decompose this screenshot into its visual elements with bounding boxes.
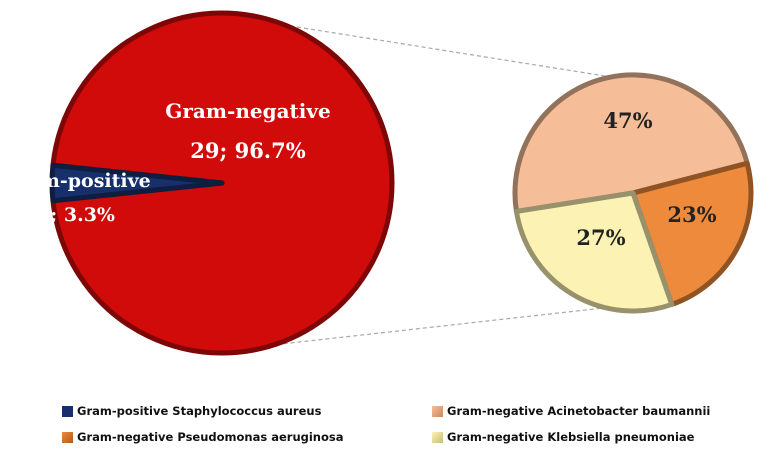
sub-pie — [512, 72, 754, 314]
legend-swatch — [432, 431, 443, 443]
main-pie — [49, 10, 395, 356]
label-gram-negative: Gram-negative — [165, 99, 330, 123]
legend-item-acinetobacter: Gram-negative Acinetobacter baumannii — [432, 404, 710, 418]
legend-label: Gram-negative Pseudomonas aeruginosa — [77, 430, 344, 444]
label-gram-positive: Gram-positive — [1, 170, 151, 192]
value-gram-negative: 29; 96.7% — [190, 138, 305, 163]
value-acinetobacter: 47% — [603, 108, 652, 133]
legend-item-klebsiella: Gram-negative Klebsiella pneumoniae — [432, 430, 694, 444]
legend-swatch — [62, 405, 73, 417]
sub-pie-slice-2 — [513, 190, 675, 314]
value-gram-positive: 1; 3.3% — [37, 204, 115, 226]
value-pseudomonas: 23% — [667, 202, 716, 227]
connector-line-top — [227, 15, 631, 81]
legend-swatch — [432, 405, 443, 417]
legend-label: Gram-negative Klebsiella pneumoniae — [447, 430, 695, 444]
legend-label: Gram-negative Acinetobacter baumannii — [447, 404, 711, 418]
main-pie-slice-1 — [49, 162, 225, 204]
connector-line-bottom — [227, 304, 631, 351]
legend: Gram-positive Staphylococcus aureus Gram… — [0, 400, 769, 458]
pie-of-pie-chart: Gram-negative 29; 96.7% Gram-positive 1;… — [1, 10, 754, 356]
sub-pie-slice-1 — [630, 160, 754, 307]
legend-swatch — [62, 431, 73, 443]
legend-label: Gram-positive Staphylococcus aureus — [77, 404, 322, 418]
value-klebsiella: 27% — [576, 225, 625, 250]
legend-item-staphylococcus: Gram-positive Staphylococcus aureus — [62, 404, 321, 418]
legend-item-pseudomonas: Gram-negative Pseudomonas aeruginosa — [62, 430, 344, 444]
